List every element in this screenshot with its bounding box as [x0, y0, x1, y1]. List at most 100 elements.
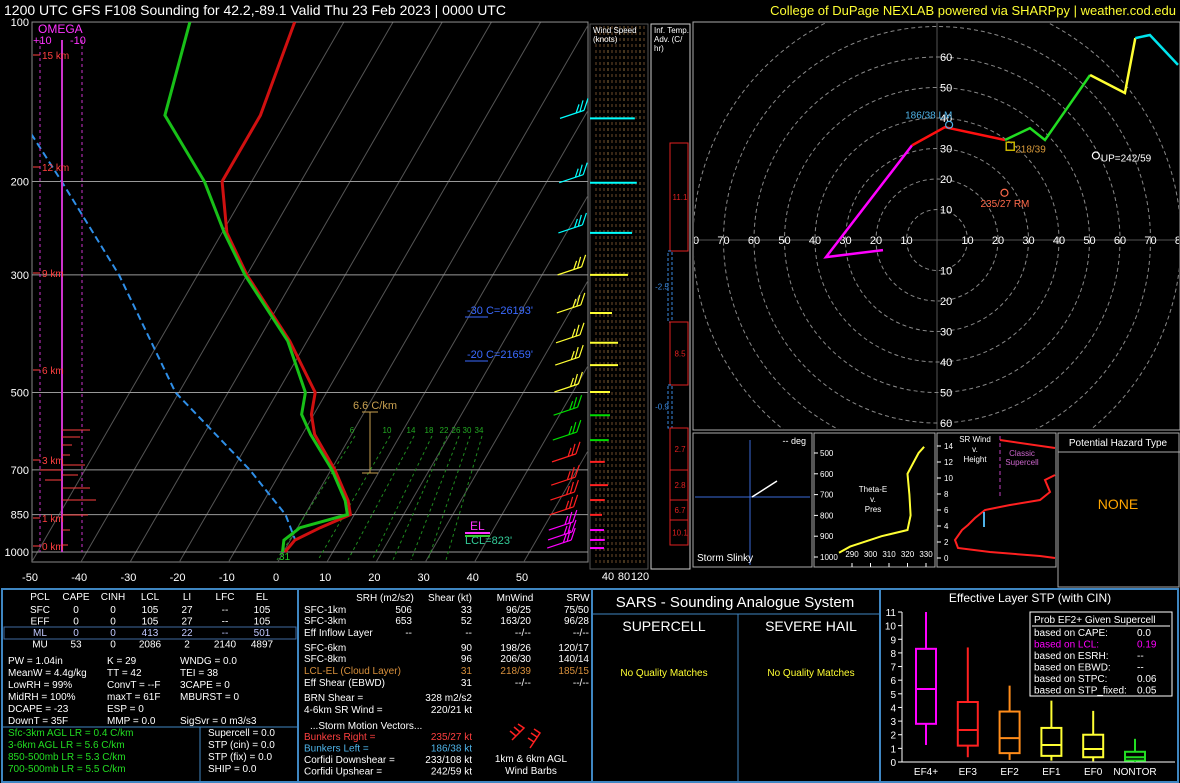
hodo-trace: [1004, 74, 1092, 142]
prob-value: --: [1137, 663, 1144, 674]
hodo-ring-label: 20: [992, 235, 1004, 247]
hodo-ring-label: 60: [1114, 235, 1126, 247]
mixing-ratio-line: [276, 435, 356, 561]
kinematic-label: Eff Shear (EBWD): [304, 678, 385, 689]
index-value: ConvT = --F: [107, 680, 160, 691]
el-label: EL: [470, 519, 485, 533]
kinematic-header: SRW: [566, 593, 590, 604]
parcel-header: CINH: [101, 592, 125, 603]
hodo-ring-label: 60: [940, 418, 952, 430]
parcel-cell: 105: [254, 617, 271, 628]
prob-value: --: [1137, 651, 1144, 662]
height-annotation: -20 C=21659': [467, 349, 533, 361]
y-tick-label: 6: [890, 676, 896, 687]
y-tick-label: 11: [886, 608, 897, 619]
kinematic-value: 653: [395, 616, 412, 627]
srwind-title: Height: [963, 455, 987, 464]
thetae-xlabel: 310: [882, 550, 896, 559]
adv-value: 6.7: [674, 506, 686, 515]
lcl-label: LCL=823': [465, 535, 512, 547]
prob-value: 0.0: [1137, 628, 1151, 639]
kinematic-value: 163/20: [500, 616, 531, 627]
parcel-cell: --: [222, 617, 229, 628]
parcel-cell: 2086: [139, 640, 162, 651]
wind-barb: [557, 254, 587, 276]
hodograph: 10 10 10 10 20 20 20 20 30 30 30 30 40 40 40 40 50 50 50 50…: [687, 23, 1179, 430]
srwind-frame: [936, 432, 1057, 568]
mixing-ratio-label: 30: [463, 426, 472, 435]
hodo-ring-label: 40: [809, 235, 821, 247]
speed-tick-label: 40: [602, 571, 614, 583]
adv-value: 2.7: [674, 445, 686, 454]
thetae-plot: 290 300 310 320 330: [838, 446, 933, 567]
hodo-ring-label: 30: [1022, 235, 1034, 247]
y-tick-label: 4: [890, 703, 896, 714]
parcel-cell: 0: [73, 628, 79, 639]
wind-speed-frame: [589, 23, 649, 570]
parcel-cell: 4897: [251, 640, 274, 651]
wind-barb: [551, 441, 581, 463]
wind-barb: [555, 344, 584, 366]
hodo-ring: [723, 26, 1151, 429]
kinematic-value: --/--: [573, 628, 589, 639]
kinematic-value: 90: [461, 643, 473, 654]
temp-tick-label: 10: [319, 572, 331, 584]
hodo-ring-label: 30: [940, 144, 952, 156]
dewpoint-trace: [163, 22, 350, 553]
thetae-title: Theta-E: [859, 485, 887, 494]
parcel-header: PCL: [30, 592, 50, 603]
hodo-marker: [1000, 188, 1009, 197]
barbs-label: 1km & 6km AGL: [495, 754, 568, 765]
parcel-cell: 53: [70, 640, 82, 651]
thetae-plabel: 700: [820, 491, 834, 500]
prob-label: based on EBWD:: [1034, 663, 1111, 674]
pressure-label: 700: [11, 465, 29, 477]
slinky-deg: -- deg: [782, 436, 806, 446]
kinematic-value: --: [405, 628, 412, 639]
temperature-trace: [220, 22, 353, 553]
ml-highlight: [3, 626, 297, 640]
hodo-ring-label: 50: [1083, 235, 1095, 247]
sars-title: SARS - Sounding Analogue System: [616, 594, 854, 611]
hodo-ring-label: 80: [687, 235, 699, 247]
adv-box: [669, 321, 689, 386]
parcel-cell: 0: [73, 617, 79, 628]
temp-tick-label: 20: [368, 572, 380, 584]
lapse-bracket: [362, 411, 378, 474]
motion-label: Bunkers Left =: [304, 744, 369, 755]
motion-label: Corfidi Downshear =: [304, 755, 395, 766]
wind-barb: [559, 162, 588, 184]
parcel-cell: 27: [181, 605, 193, 616]
thetae-plabel: 500: [820, 449, 834, 458]
hodo-ring-label: 70: [1144, 235, 1156, 247]
omega-title: OMEGA: [38, 22, 83, 36]
parcel-cell: 105: [142, 605, 159, 616]
mixing-ratio-line: [371, 435, 433, 561]
height-label: 3 km: [42, 456, 64, 467]
hodograph-frame: [692, 21, 1180, 431]
parcel-cell: 501: [254, 628, 271, 639]
height-label: 15 km: [42, 51, 69, 62]
adv-value: 2.8: [674, 481, 686, 490]
motion-label: Bunkers Right =: [304, 732, 376, 743]
slinky-trace: [751, 480, 778, 498]
x-tick-label: NONTOR: [1113, 767, 1156, 778]
height-label: 6 km: [42, 366, 64, 377]
thetae-plabel: 1000: [820, 553, 838, 562]
parcel-cell: 22: [181, 628, 193, 639]
kinematic-value: 506: [395, 605, 412, 616]
motion-value: 242/59 kt: [431, 767, 472, 778]
lapse-annotation: 6.6 C/km: [353, 400, 397, 412]
index-value: TT = 42: [107, 668, 142, 679]
wind-barb: [558, 212, 587, 234]
hodo-trace: [823, 144, 913, 259]
isotherm: [424, 279, 588, 562]
kinematic-value: --/--: [515, 678, 531, 689]
kinematic-value: 52: [461, 616, 473, 627]
parcel-cell: SFC: [30, 605, 50, 616]
wind-barb: [551, 464, 580, 486]
hodo-ring-label: 70: [717, 235, 729, 247]
prob-value: 0.05: [1137, 686, 1157, 697]
kinematic-value: 75/50: [564, 605, 589, 616]
hodo-ring-label: 10: [961, 235, 973, 247]
